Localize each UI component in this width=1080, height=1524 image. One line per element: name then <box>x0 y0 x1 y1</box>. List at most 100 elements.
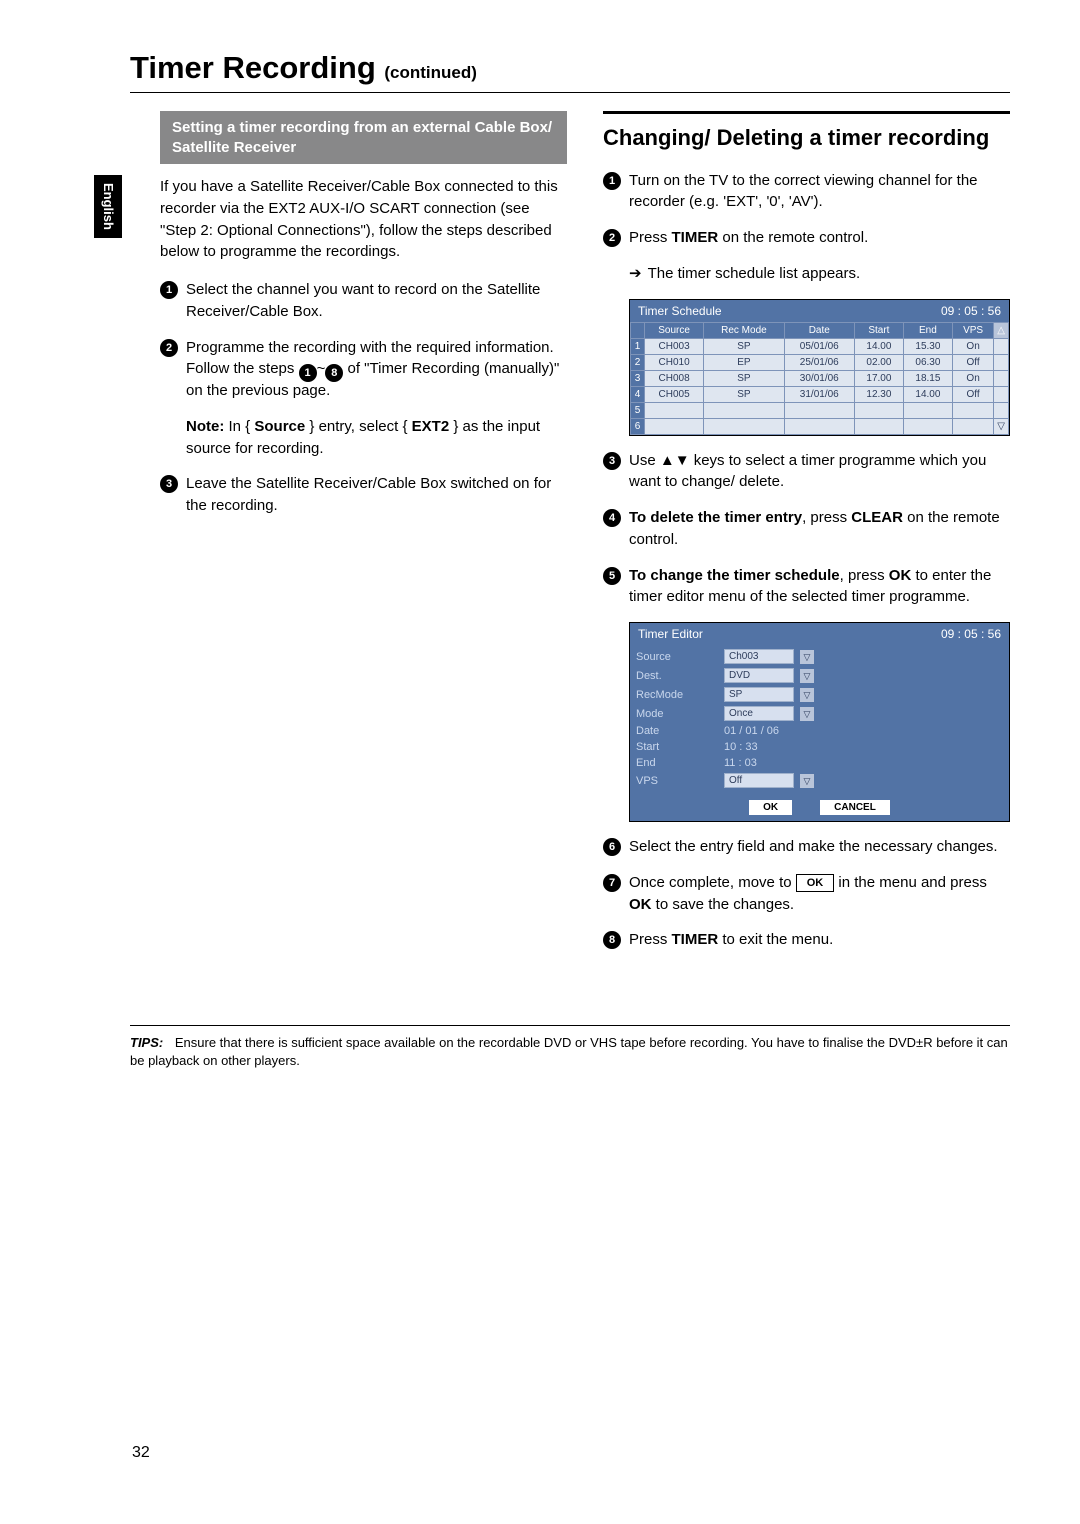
table-row: 2CH010EP25/01/0602.0006.30Off <box>631 354 1009 370</box>
editor-field-label: VPS <box>636 775 724 787</box>
right-step-3: 3 Use ▲▼ keys to select a timer programm… <box>603 450 1010 494</box>
right-step-1-text: Turn on the TV to the correct viewing ch… <box>629 170 1010 214</box>
right-step-4: 4 To delete the timer entry, press CLEAR… <box>603 507 1010 551</box>
col-end: End <box>903 322 952 338</box>
step-number-8-icon: 8 <box>603 931 621 949</box>
editor-field-value[interactable]: 11 : 03 <box>724 757 757 769</box>
col-blank <box>631 322 645 338</box>
osd-title: Timer Editor <box>638 627 703 641</box>
osd-time: 09 : 05 : 56 <box>941 304 1001 318</box>
tips-label: TIPS: <box>130 1035 163 1050</box>
step-number-2-icon: 2 <box>603 229 621 247</box>
osd-time: 09 : 05 : 56 <box>941 627 1001 641</box>
right-column: Changing/ Deleting a timer recording 1 T… <box>603 111 1010 965</box>
editor-field-label: RecMode <box>636 689 724 701</box>
step-number-3-icon: 3 <box>160 475 178 493</box>
schedule-table: Source Rec Mode Date Start End VPS △ 1CH… <box>630 322 1009 435</box>
right-step-8-text: Press TIMER to exit the menu. <box>629 929 833 951</box>
osd-header: Timer Schedule 09 : 05 : 56 <box>630 300 1009 322</box>
dropdown-icon[interactable]: ▽ <box>800 774 814 788</box>
step-number-3-icon: 3 <box>603 452 621 470</box>
right-step-1: 1 Turn on the TV to the correct viewing … <box>603 170 1010 214</box>
col-recmode: Rec Mode <box>704 322 784 338</box>
dropdown-icon[interactable]: ▽ <box>800 650 814 664</box>
right-step-8: 8 Press TIMER to exit the menu. <box>603 929 1010 951</box>
scroll-up-icon[interactable]: △ <box>994 322 1009 338</box>
editor-row: Dest.DVD ▽ <box>636 666 1003 685</box>
editor-field-value[interactable]: Off <box>724 773 794 788</box>
editor-field-value[interactable]: 10 : 33 <box>724 741 758 753</box>
editor-field-label: Dest. <box>636 670 724 682</box>
language-tab: English <box>94 175 122 238</box>
range-badge-8-icon: 8 <box>325 364 343 382</box>
editor-row: Date01 / 01 / 06 <box>636 723 1003 739</box>
table-row: 3CH008SP30/01/0617.0018.15On <box>631 370 1009 386</box>
col-start: Start <box>854 322 903 338</box>
step-number-6-icon: 6 <box>603 838 621 856</box>
editor-field-label: Date <box>636 725 724 737</box>
arrow-icon: ➔ <box>629 263 642 285</box>
osd-header: Timer Editor 09 : 05 : 56 <box>630 623 1009 645</box>
table-row: 6▽ <box>631 418 1009 434</box>
step-number-1-icon: 1 <box>603 172 621 190</box>
editor-field-value[interactable]: SP <box>724 687 794 702</box>
editor-field-label: Source <box>636 651 724 663</box>
timer-schedule-osd: Timer Schedule 09 : 05 : 56 Source Rec M… <box>629 299 1010 436</box>
tips-footer: TIPS: Ensure that there is sufficient sp… <box>130 1025 1010 1070</box>
section-heading: Changing/ Deleting a timer recording <box>603 111 1010 152</box>
dropdown-icon[interactable]: ▽ <box>800 707 814 721</box>
editor-field-label: End <box>636 757 724 769</box>
right-step-7-text: Once complete, move to OK in the menu an… <box>629 872 1010 916</box>
intro-paragraph: If you have a Satellite Receiver/Cable B… <box>160 176 567 263</box>
editor-cancel-button[interactable]: CANCEL <box>820 800 890 815</box>
editor-row: SourceCh003 ▽ <box>636 647 1003 666</box>
editor-field-value[interactable]: Ch003 <box>724 649 794 664</box>
tips-text: Ensure that there is sufficient space av… <box>130 1035 1008 1068</box>
timer-editor-osd: Timer Editor 09 : 05 : 56 SourceCh003▽De… <box>629 622 1010 822</box>
table-header-row: Source Rec Mode Date Start End VPS △ <box>631 322 1009 338</box>
editor-field-label: Start <box>636 741 724 753</box>
step-number-2-icon: 2 <box>160 339 178 357</box>
editor-buttons: OK CANCEL <box>630 796 1009 821</box>
editor-row: RecModeSP ▽ <box>636 685 1003 704</box>
note-paragraph: Note: In { Source } entry, select { EXT2… <box>186 416 567 460</box>
step-number-1-icon: 1 <box>160 281 178 299</box>
editor-row: End11 : 03 <box>636 755 1003 771</box>
page-number: 32 <box>132 1444 150 1462</box>
right-step-5-text: To change the timer schedule, press OK t… <box>629 565 1010 609</box>
editor-row: Start10 : 33 <box>636 739 1003 755</box>
left-step-1: 1 Select the channel you want to record … <box>160 279 567 323</box>
editor-field-value[interactable]: 01 / 01 / 06 <box>724 725 779 737</box>
editor-field-label: Mode <box>636 708 724 720</box>
editor-body: SourceCh003 ▽ Dest.DVD ▽ RecModeSP ▽ ModeOnce ▽… <box>630 645 1009 796</box>
right-step-2-result: ➔ The timer schedule list appears. <box>629 263 1010 285</box>
dropdown-icon[interactable]: ▽ <box>800 688 814 702</box>
page-title-main: Timer Recording <box>130 50 376 85</box>
page-title-continued: (continued) <box>384 63 477 82</box>
editor-row: ModeOnce ▽ <box>636 704 1003 723</box>
right-step-2: 2 Press TIMER on the remote control. <box>603 227 1010 249</box>
right-step-4-text: To delete the timer entry, press CLEAR o… <box>629 507 1010 551</box>
page-title: Timer Recording (continued) <box>130 50 1010 93</box>
step-number-5-icon: 5 <box>603 567 621 585</box>
subsection-heading: Setting a timer recording from an extern… <box>160 111 567 164</box>
table-row: 1CH003SP05/01/0614.0015.30On <box>631 338 1009 354</box>
ok-pill-icon: OK <box>796 874 835 892</box>
right-step-3-text: Use ▲▼ keys to select a timer programme … <box>629 450 1010 494</box>
step-number-7-icon: 7 <box>603 874 621 892</box>
scroll-down-icon[interactable]: ▽ <box>994 418 1009 434</box>
right-step-7: 7 Once complete, move to OK in the menu … <box>603 872 1010 916</box>
left-column: Setting a timer recording from an extern… <box>160 111 567 965</box>
right-step-2-text: Press TIMER on the remote control. <box>629 227 868 249</box>
col-source: Source <box>645 322 704 338</box>
range-badge-1-icon: 1 <box>299 364 317 382</box>
col-vps: VPS <box>952 322 993 338</box>
editor-ok-button[interactable]: OK <box>749 800 792 815</box>
dropdown-icon[interactable]: ▽ <box>800 669 814 683</box>
editor-field-value[interactable]: DVD <box>724 668 794 683</box>
left-step-2-text: Programme the recording with the require… <box>186 337 567 402</box>
editor-field-value[interactable]: Once <box>724 706 794 721</box>
editor-row: VPSOff ▽ <box>636 771 1003 790</box>
left-step-1-text: Select the channel you want to record on… <box>186 279 567 323</box>
osd-title: Timer Schedule <box>638 304 722 318</box>
